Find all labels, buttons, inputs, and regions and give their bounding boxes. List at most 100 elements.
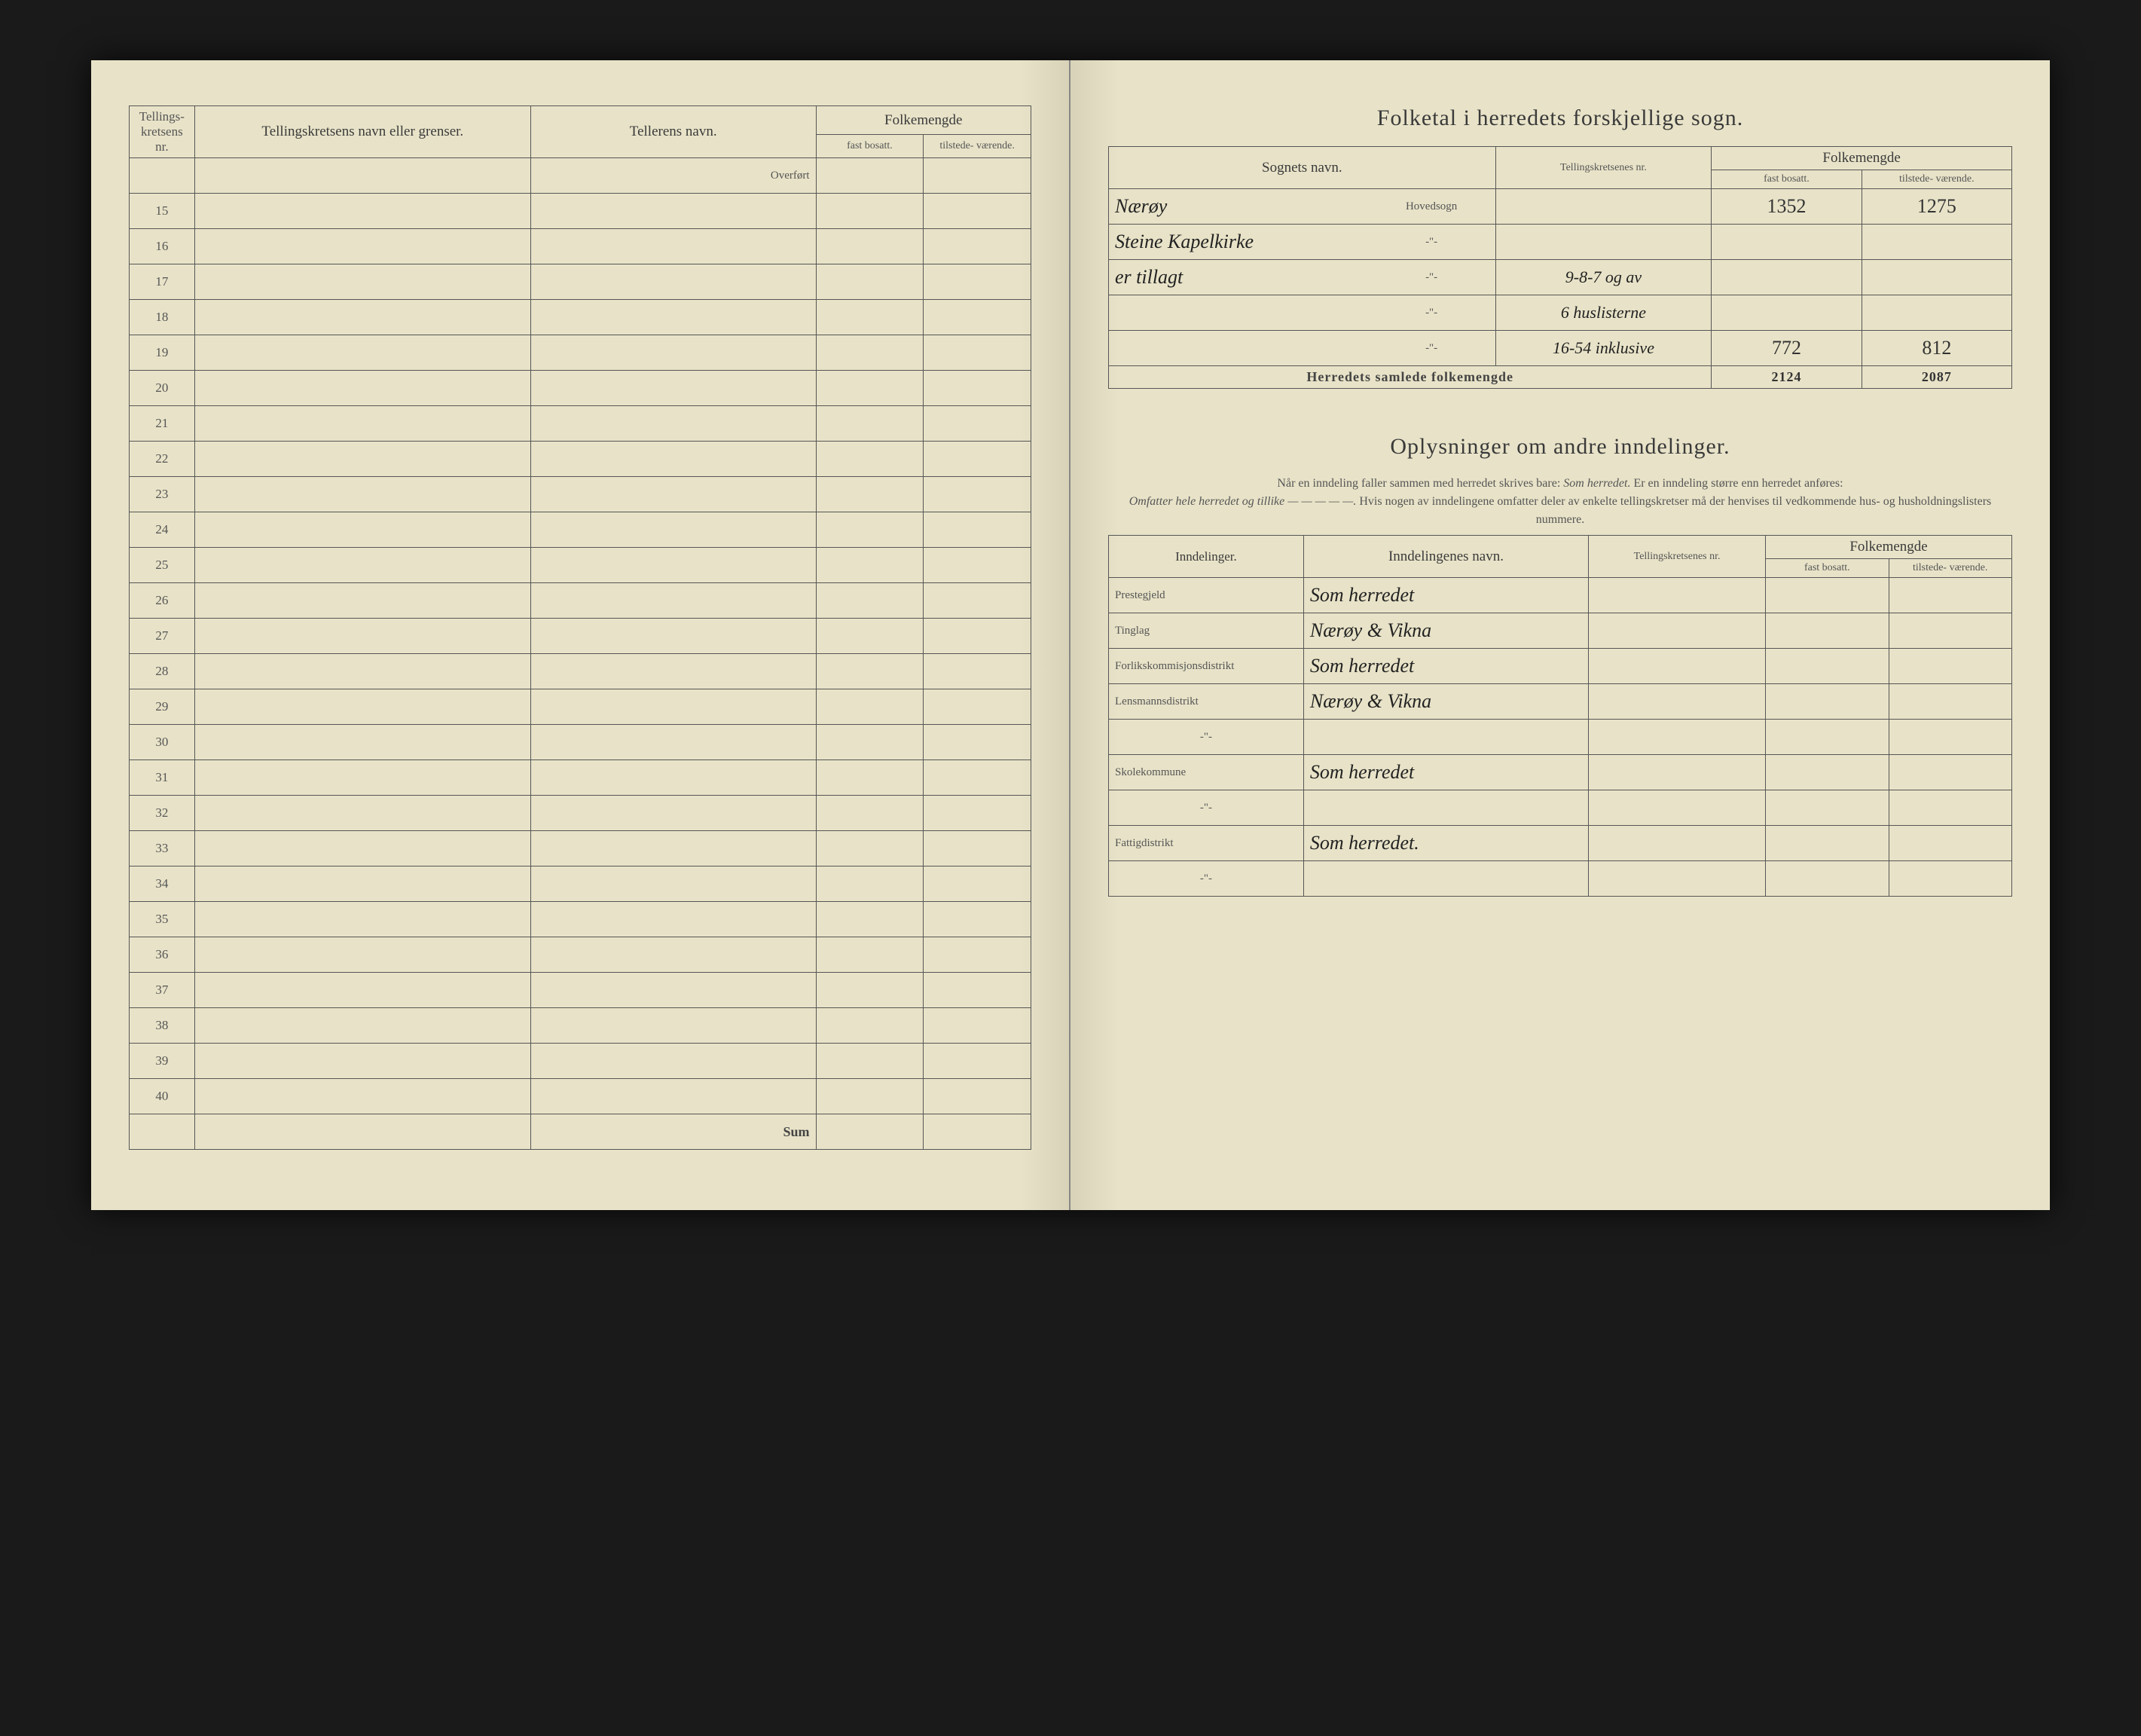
table-row: 35: [130, 902, 1031, 937]
innd-nr: [1589, 720, 1766, 755]
innd-label: Fattigdistrikt: [1109, 826, 1304, 861]
overfort-label: Overført: [530, 158, 816, 194]
row-number: 25: [130, 548, 195, 583]
row-number: 24: [130, 512, 195, 548]
innd-note: Når en inndeling faller sammen med herre…: [1108, 475, 2012, 529]
hdr-sogn-fast: fast bosatt.: [1712, 170, 1862, 189]
sogn-name: Nærøy: [1109, 189, 1368, 225]
row-number: 20: [130, 371, 195, 406]
innd-table: Inndelinger. Inndelingenes navn. Telling…: [1108, 535, 2012, 897]
innd-row: Fattigdistrikt Som herredet.: [1109, 826, 2012, 861]
innd-fast: [1766, 826, 1889, 861]
hdr-folkemengde: Folkemengde: [816, 106, 1031, 135]
innd-value: [1303, 861, 1588, 897]
hdr-innd-fast: fast bosatt.: [1766, 559, 1889, 578]
innd-fast: [1766, 649, 1889, 684]
innd-value: Som herredet: [1303, 578, 1588, 613]
table-row: 26: [130, 583, 1031, 619]
note1: Når en inndeling faller sammen med herre…: [1277, 477, 1560, 490]
right-page: Folketal i herredets forskjellige sogn. …: [1070, 60, 2050, 1210]
innd-nr: [1589, 826, 1766, 861]
sogn-name: Steine Kapelkirke: [1109, 225, 1368, 260]
table-row: 29: [130, 689, 1031, 725]
row-number: 22: [130, 442, 195, 477]
innd-fast: [1766, 755, 1889, 790]
innd-tilst: [1889, 578, 2011, 613]
row-number: 23: [130, 477, 195, 512]
table-row: 37: [130, 973, 1031, 1008]
sogn-nr: [1495, 189, 1712, 225]
innd-nr: [1589, 755, 1766, 790]
row-number: 33: [130, 831, 195, 866]
innd-value: [1303, 720, 1588, 755]
innd-tilst: [1889, 861, 2011, 897]
row-number: 21: [130, 406, 195, 442]
left-table: Tellings- kretsens nr. Tellingskretsens …: [129, 105, 1031, 1150]
sogn-row: Nærøy Hovedsogn 1352 1275: [1109, 189, 2012, 225]
row-number: 36: [130, 937, 195, 973]
innd-title: Oplysninger om andre inndelinger.: [1108, 434, 2012, 460]
row-number: 40: [130, 1079, 195, 1114]
innd-row: Prestegjeld Som herredet: [1109, 578, 2012, 613]
row-number: 37: [130, 973, 195, 1008]
table-row: 20: [130, 371, 1031, 406]
sogn-tilst: 1275: [1862, 189, 2011, 225]
innd-fast: [1766, 720, 1889, 755]
innd-nr: [1589, 578, 1766, 613]
innd-fast: [1766, 790, 1889, 826]
hdr-fast: fast bosatt.: [816, 135, 924, 158]
sogn-tilst: [1862, 295, 2011, 331]
sogn-rows: Nærøy Hovedsogn 1352 1275 Steine Kapelki…: [1109, 189, 2012, 366]
row-number: 26: [130, 583, 195, 619]
innd-tilst: [1889, 790, 2011, 826]
row-number: 34: [130, 866, 195, 902]
row-number: 28: [130, 654, 195, 689]
innd-tilst: [1889, 826, 2011, 861]
sogn-fast: 1352: [1712, 189, 1862, 225]
row-number: 39: [130, 1044, 195, 1079]
innd-tilst: [1889, 613, 2011, 649]
sogn-printed: -"-: [1368, 260, 1496, 295]
sogn-table: Sognets navn. Tellingskretsenes nr. Folk…: [1108, 146, 2012, 389]
hdr-krets-navn: Tellingskretsens navn eller grenser.: [194, 106, 530, 158]
innd-nr: [1589, 790, 1766, 826]
table-row: 32: [130, 796, 1031, 831]
sogn-fast: [1712, 225, 1862, 260]
table-row: 15: [130, 194, 1031, 229]
table-row: 17: [130, 264, 1031, 300]
row-number: 29: [130, 689, 195, 725]
row-number: 32: [130, 796, 195, 831]
sogn-nr: [1495, 225, 1712, 260]
sogn-name: [1109, 295, 1368, 331]
innd-nr: [1589, 684, 1766, 720]
hdr-sogn-krets: Tellingskretsenes nr.: [1495, 147, 1712, 189]
document-spread: Tellings- kretsens nr. Tellingskretsens …: [91, 60, 2050, 1210]
innd-fast: [1766, 861, 1889, 897]
table-row: 39: [130, 1044, 1031, 1079]
innd-label: Prestegjeld: [1109, 578, 1304, 613]
table-row: 18: [130, 300, 1031, 335]
innd-row: Forlikskommisjonsdistrikt Som herredet: [1109, 649, 2012, 684]
innd-value: [1303, 790, 1588, 826]
table-row: 36: [130, 937, 1031, 973]
innd-row: -"-: [1109, 861, 2012, 897]
innd-label: Skolekommune: [1109, 755, 1304, 790]
sum-label: Sum: [530, 1114, 816, 1150]
innd-nr: [1589, 613, 1766, 649]
innd-label: Forlikskommisjonsdistrikt: [1109, 649, 1304, 684]
row-number: 16: [130, 229, 195, 264]
innd-fast: [1766, 613, 1889, 649]
sogn-nr: 9-8-7 og av: [1495, 260, 1712, 295]
innd-nr: [1589, 649, 1766, 684]
row-number: 17: [130, 264, 195, 300]
hdr-sogn-navn: Sognets navn.: [1109, 147, 1496, 189]
table-row: 34: [130, 866, 1031, 902]
row-number: 30: [130, 725, 195, 760]
sogn-row: er tillagt -"- 9-8-7 og av: [1109, 260, 2012, 295]
innd-row: -"-: [1109, 720, 2012, 755]
innd-tilst: [1889, 755, 2011, 790]
table-row: 19: [130, 335, 1031, 371]
hdr-krets-nr: Tellings- kretsens nr.: [130, 106, 195, 158]
sogn-name: er tillagt: [1109, 260, 1368, 295]
sogn-tilst: [1862, 225, 2011, 260]
